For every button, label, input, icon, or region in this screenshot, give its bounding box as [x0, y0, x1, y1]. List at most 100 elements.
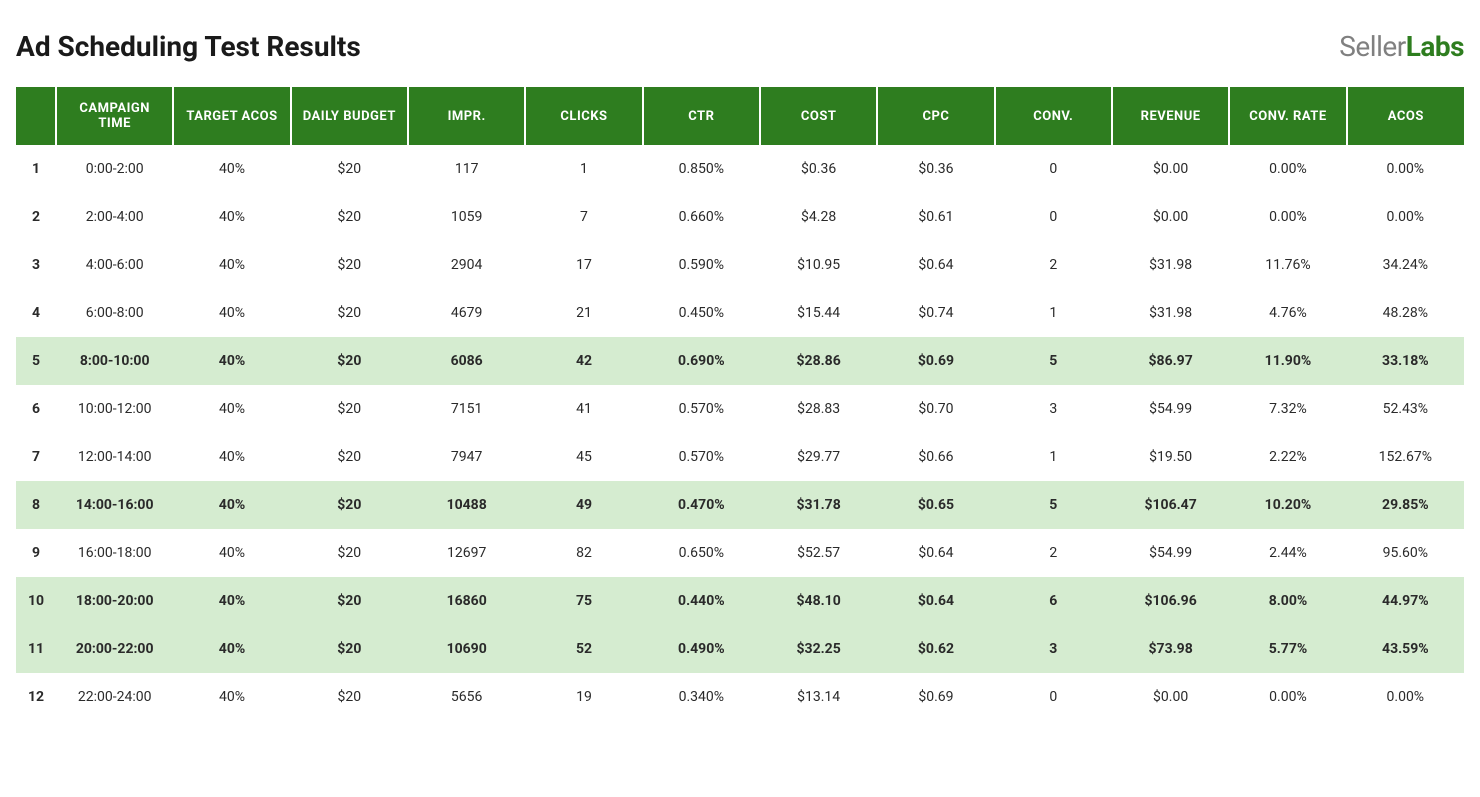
row-number: 1 — [16, 145, 56, 193]
cell: 49 — [525, 481, 642, 529]
table-row: 34:00-6:0040%$202904170.590%$10.95$0.642… — [16, 241, 1464, 289]
row-number: 4 — [16, 289, 56, 337]
table-row: 46:00-8:0040%$204679210.450%$15.44$0.741… — [16, 289, 1464, 337]
cell: $20 — [291, 193, 408, 241]
cell: $86.97 — [1112, 337, 1229, 385]
cell: 41 — [525, 385, 642, 433]
page-header: Ad Scheduling Test Results SellerLabs — [16, 30, 1464, 63]
cell: 45 — [525, 433, 642, 481]
cell: 4:00-6:00 — [56, 241, 173, 289]
col-header: CLICKS — [525, 87, 642, 145]
cell: $73.98 — [1112, 625, 1229, 673]
cell: $0.66 — [877, 433, 994, 481]
cell: 19 — [525, 673, 642, 721]
cell: 16860 — [408, 577, 525, 625]
cell: 40% — [173, 145, 290, 193]
cell: 7947 — [408, 433, 525, 481]
cell: 0.470% — [643, 481, 760, 529]
cell: 16:00-18:00 — [56, 529, 173, 577]
cell: 33.18% — [1347, 337, 1464, 385]
row-number: 7 — [16, 433, 56, 481]
cell: $0.74 — [877, 289, 994, 337]
cell: 0.850% — [643, 145, 760, 193]
cell: 43.59% — [1347, 625, 1464, 673]
cell: 1 — [995, 433, 1112, 481]
row-number: 10 — [16, 577, 56, 625]
col-header: COST — [760, 87, 877, 145]
col-header-rownum — [16, 87, 56, 145]
cell: 3 — [995, 625, 1112, 673]
cell: 2.44% — [1229, 529, 1346, 577]
cell: 7 — [525, 193, 642, 241]
cell: 40% — [173, 673, 290, 721]
table-row: 1018:00-20:0040%$2016860750.440%$48.10$0… — [16, 577, 1464, 625]
cell: $0.70 — [877, 385, 994, 433]
cell: $0.64 — [877, 241, 994, 289]
cell: 40% — [173, 433, 290, 481]
cell: 95.60% — [1347, 529, 1464, 577]
cell: 7.32% — [1229, 385, 1346, 433]
cell: $0.62 — [877, 625, 994, 673]
logo-part-labs: Labs — [1406, 30, 1464, 63]
cell: $13.14 — [760, 673, 877, 721]
cell: $20 — [291, 433, 408, 481]
cell: $20 — [291, 529, 408, 577]
cell: 82 — [525, 529, 642, 577]
cell: $20 — [291, 481, 408, 529]
col-header: CAMPAIGN TIME — [56, 87, 173, 145]
cell: 0.660% — [643, 193, 760, 241]
cell: 34.24% — [1347, 241, 1464, 289]
cell: 40% — [173, 241, 290, 289]
col-header: CONV. RATE — [1229, 87, 1346, 145]
row-number: 12 — [16, 673, 56, 721]
col-header: DAILY BUDGET — [291, 87, 408, 145]
table-header: CAMPAIGN TIMETARGET ACOSDAILY BUDGETIMPR… — [16, 87, 1464, 145]
cell: 40% — [173, 337, 290, 385]
cell: $20 — [291, 145, 408, 193]
cell: 5.77% — [1229, 625, 1346, 673]
cell: 0.00% — [1347, 673, 1464, 721]
row-number: 9 — [16, 529, 56, 577]
cell: $0.65 — [877, 481, 994, 529]
cell: $106.47 — [1112, 481, 1229, 529]
table-row: 58:00-10:0040%$206086420.690%$28.86$0.69… — [16, 337, 1464, 385]
table-row: 814:00-16:0040%$2010488490.470%$31.78$0.… — [16, 481, 1464, 529]
cell: $0.64 — [877, 577, 994, 625]
cell: 4679 — [408, 289, 525, 337]
cell: 22:00-24:00 — [56, 673, 173, 721]
cell: 52 — [525, 625, 642, 673]
cell: 0.00% — [1229, 673, 1346, 721]
cell: 48.28% — [1347, 289, 1464, 337]
cell: $0.64 — [877, 529, 994, 577]
row-number: 11 — [16, 625, 56, 673]
cell: $20 — [291, 625, 408, 673]
cell: $20 — [291, 241, 408, 289]
table-row: 22:00-4:0040%$20105970.660%$4.28$0.610$0… — [16, 193, 1464, 241]
cell: 40% — [173, 625, 290, 673]
cell: 40% — [173, 481, 290, 529]
cell: 117 — [408, 145, 525, 193]
row-number: 6 — [16, 385, 56, 433]
col-header: CONV. — [995, 87, 1112, 145]
cell: 10.20% — [1229, 481, 1346, 529]
row-number: 5 — [16, 337, 56, 385]
cell: $28.86 — [760, 337, 877, 385]
cell: 8:00-10:00 — [56, 337, 173, 385]
cell: $20 — [291, 337, 408, 385]
row-number: 2 — [16, 193, 56, 241]
cell: $106.96 — [1112, 577, 1229, 625]
cell: $0.00 — [1112, 145, 1229, 193]
cell: $54.99 — [1112, 529, 1229, 577]
cell: 0.00% — [1347, 145, 1464, 193]
cell: 14:00-16:00 — [56, 481, 173, 529]
cell: $52.57 — [760, 529, 877, 577]
cell: 40% — [173, 577, 290, 625]
cell: 2 — [995, 529, 1112, 577]
col-header: CTR — [643, 87, 760, 145]
table-row: 1222:00-24:0040%$205656190.340%$13.14$0.… — [16, 673, 1464, 721]
cell: 0 — [995, 193, 1112, 241]
cell: $20 — [291, 289, 408, 337]
cell: 0:00-2:00 — [56, 145, 173, 193]
cell: 6 — [995, 577, 1112, 625]
cell: 8.00% — [1229, 577, 1346, 625]
